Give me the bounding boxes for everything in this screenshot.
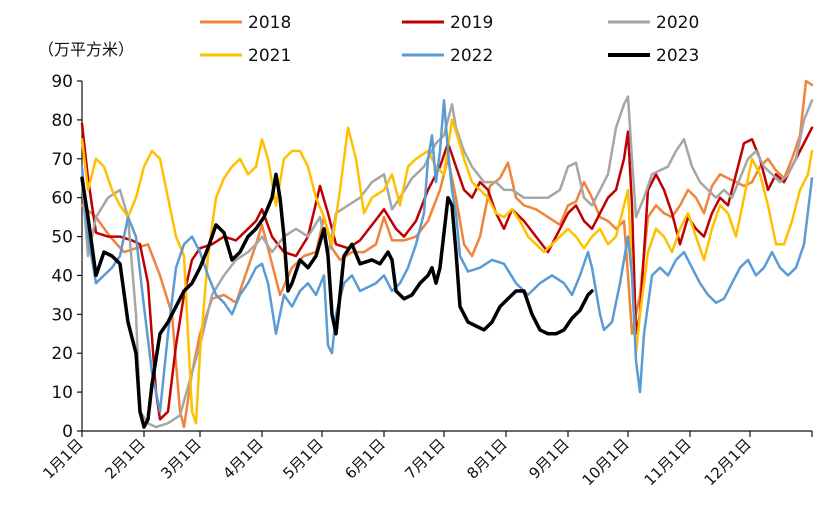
y-tick-label: 40 [51, 266, 73, 286]
legend-label-2021: 2021 [248, 46, 291, 66]
series-line-2018 [80, 79, 814, 429]
legend-label-2018: 2018 [248, 13, 291, 33]
y-tick-label: 70 [51, 150, 73, 170]
legend-label-2023: 2023 [656, 46, 699, 66]
x-tick-label: 10月1日 [579, 435, 633, 489]
x-tick-label: 1月1日 [39, 435, 86, 482]
x-tick-label: 9月1日 [525, 435, 572, 482]
y-tick-label: 50 [51, 228, 73, 248]
x-tick-label: 2月1日 [101, 435, 148, 482]
y-tick-label: 20 [51, 344, 73, 364]
x-tick-label: 8月1日 [463, 435, 510, 482]
series-line-2021 [80, 118, 814, 425]
series-line-2020 [80, 95, 814, 429]
x-tick-label: 6月1日 [341, 435, 388, 482]
y-axis: 0 10 20 30 40 50 60 70 80 90 [51, 72, 83, 442]
legend-label-2020: 2020 [656, 13, 699, 33]
series-lines [80, 79, 814, 429]
y-axis-unit-label: （万平方米） [38, 40, 134, 59]
y-tick-label: 10 [51, 383, 73, 403]
series-line-2023 [80, 172, 594, 429]
legend-label-2019: 2019 [450, 13, 493, 33]
x-tick-label: 11月1日 [641, 435, 695, 489]
y-tick-label: 30 [51, 305, 73, 325]
y-tick-label: 0 [62, 422, 73, 442]
x-tick-label: 4月1日 [219, 435, 266, 482]
legend-label-2022: 2022 [450, 46, 493, 66]
x-tick-label: 5月1日 [279, 435, 326, 482]
x-tick-label: 12月1日 [701, 435, 755, 489]
x-axis: 1月1日 2月1日 3月1日 4月1日 5月1日 6月1日 7月1日 8月1日 9月1日 10月1… [39, 430, 813, 489]
y-tick-label: 60 [51, 189, 73, 209]
y-tick-label: 90 [51, 72, 73, 92]
y-tick-label: 80 [51, 111, 73, 131]
x-tick-label: 7月1日 [401, 435, 448, 482]
x-tick-label: 3月1日 [157, 435, 204, 482]
legend: 2018 2019 2020 2021 2022 2023 [200, 13, 699, 66]
series-line-2022 [80, 99, 814, 413]
